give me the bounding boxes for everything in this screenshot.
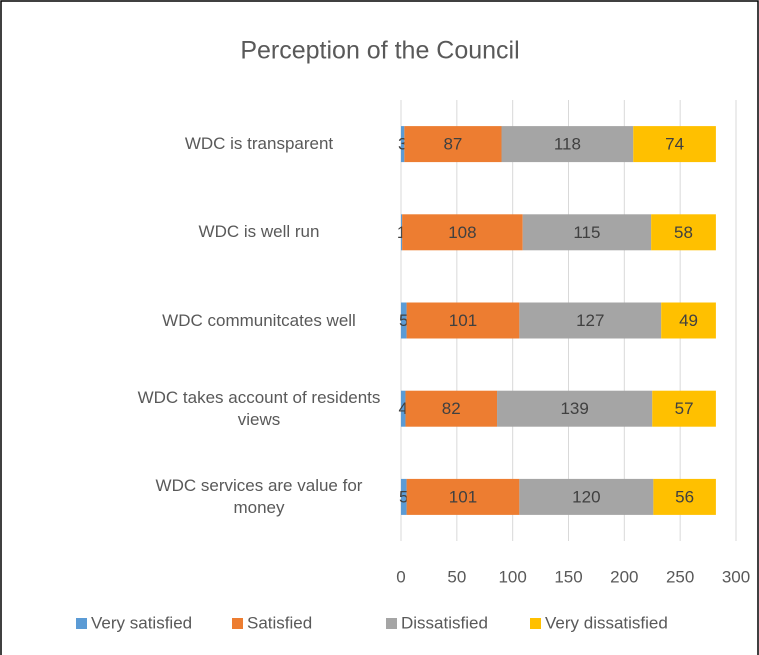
data-label: 56 — [675, 487, 694, 506]
data-label: 82 — [442, 399, 461, 418]
bar-segment — [401, 126, 405, 163]
x-tick-label: 0 — [396, 567, 405, 586]
data-label: 3 — [398, 135, 407, 154]
data-label: 127 — [576, 311, 604, 330]
y-tick-label: WDC communitcates well — [162, 310, 356, 330]
x-tick-label: 250 — [666, 567, 694, 586]
data-label: 57 — [675, 399, 694, 418]
bar-segment — [633, 126, 716, 163]
bar-segment — [404, 126, 502, 163]
legend-swatch — [76, 618, 87, 629]
bar-segment — [501, 126, 634, 163]
legend-swatch — [232, 618, 243, 629]
data-label: 139 — [560, 399, 588, 418]
bar-segment — [405, 390, 498, 427]
data-label: 108 — [448, 223, 476, 242]
bar-segment — [401, 390, 406, 427]
y-tick-label: WDC services are value for money — [155, 475, 363, 517]
x-tick-label: 50 — [447, 567, 466, 586]
data-label: 118 — [554, 135, 581, 154]
legend-label: Satisfied — [247, 613, 312, 632]
x-tick-label: 200 — [610, 567, 638, 586]
bar-segment — [406, 302, 520, 339]
data-label: 49 — [679, 311, 698, 330]
legend-swatch — [530, 618, 541, 629]
bar-segment — [519, 478, 654, 515]
bar-segment — [402, 214, 523, 251]
bar-segment — [522, 214, 652, 251]
bar-segment — [652, 390, 716, 427]
data-label: 58 — [674, 223, 693, 242]
chart-title: Perception of the Council — [240, 37, 519, 65]
y-tick-label: WDC is well run — [198, 222, 320, 242]
data-label: 5 — [399, 311, 408, 330]
bar-segment — [651, 214, 716, 251]
x-tick-label: 300 — [722, 567, 750, 586]
x-tick-label: 150 — [554, 567, 582, 586]
data-label: 101 — [449, 487, 477, 506]
x-tick-label: 100 — [498, 567, 526, 586]
legend-label: Very dissatisfied — [545, 613, 668, 632]
legend-swatch — [386, 618, 397, 629]
bar-segment — [661, 302, 716, 339]
data-label: 1 — [397, 223, 406, 242]
bar-segment — [653, 478, 716, 515]
bar-segment — [519, 302, 662, 339]
y-tick-label: WDC takes account of residents views — [137, 387, 381, 429]
bar-segment — [401, 214, 403, 251]
data-label: 115 — [573, 223, 600, 242]
data-label: 5 — [399, 487, 408, 506]
bar-segment — [497, 390, 653, 427]
bar-segment — [401, 302, 407, 339]
legend-label: Very satisfied — [91, 613, 192, 632]
bar-segment — [406, 478, 520, 515]
data-label: 120 — [572, 487, 600, 506]
bar-segment — [401, 478, 407, 515]
legend-label: Dissatisfied — [401, 613, 488, 632]
data-label: 4 — [398, 399, 407, 418]
data-label: 74 — [665, 135, 684, 154]
data-label: 101 — [449, 311, 477, 330]
data-label: 87 — [443, 135, 462, 154]
y-tick-label: WDC is transparent — [184, 134, 334, 154]
